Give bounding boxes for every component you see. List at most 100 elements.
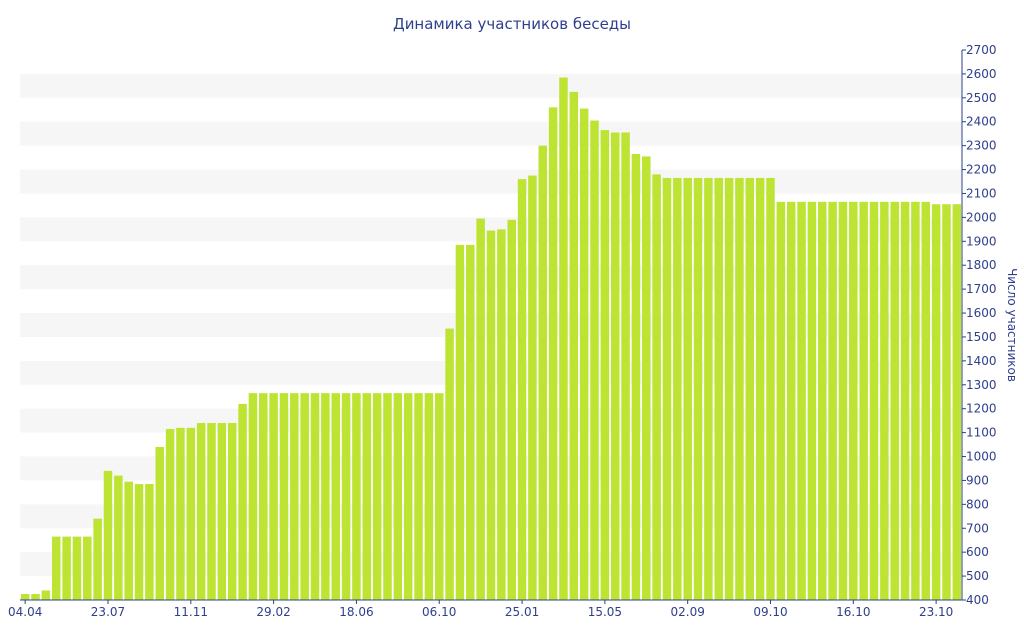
bar <box>300 393 309 600</box>
bar <box>93 518 102 600</box>
y-tick-label: 800 <box>966 497 989 511</box>
bar <box>807 201 817 600</box>
bar <box>114 475 123 600</box>
y-tick-label: 2600 <box>966 67 997 81</box>
y-tick-label: 1000 <box>966 450 997 464</box>
bar <box>279 393 289 600</box>
y-tick-label: 2200 <box>966 163 997 177</box>
y-tick-label: 1700 <box>966 282 997 296</box>
bar <box>383 393 392 600</box>
bar <box>849 201 858 600</box>
grid-band <box>20 73 962 98</box>
bar <box>103 470 113 600</box>
bar <box>714 177 723 600</box>
bar <box>507 219 516 600</box>
y-axis: 400 500 600 700 800 900 1000 1100 1200 1300 1400 15… <box>961 43 997 607</box>
bar <box>818 201 827 600</box>
bar <box>134 484 144 600</box>
bar <box>548 107 558 600</box>
bar <box>238 403 247 600</box>
bar <box>72 536 82 600</box>
x-tick-label: 04.04 <box>8 605 42 619</box>
bar <box>838 201 848 600</box>
y-tick-label: 1100 <box>966 426 997 440</box>
bar <box>579 108 589 600</box>
bar <box>880 201 889 600</box>
bar <box>352 393 361 600</box>
bar <box>83 536 92 600</box>
bar <box>652 174 661 600</box>
bar <box>217 423 227 600</box>
bar <box>165 429 175 600</box>
bar <box>662 177 672 600</box>
x-tick-label: 15.05 <box>588 605 622 619</box>
bar <box>196 423 206 600</box>
bar <box>310 393 320 600</box>
bar <box>704 177 713 600</box>
bar <box>476 218 485 600</box>
x-tick-label: 23.07 <box>91 605 125 619</box>
bar <box>600 130 610 601</box>
bar <box>393 393 403 600</box>
bar <box>745 177 755 600</box>
bar <box>145 484 154 600</box>
bar <box>673 177 682 600</box>
bar <box>786 201 796 600</box>
bar <box>766 177 775 600</box>
bar <box>362 393 372 600</box>
bar <box>559 77 568 600</box>
bar <box>445 328 454 600</box>
bar <box>911 201 920 600</box>
y-tick-label: 900 <box>966 473 989 487</box>
bar <box>621 132 630 600</box>
y-tick-label: 700 <box>966 521 989 535</box>
x-tick-label: 29.02 <box>256 605 290 619</box>
bar <box>952 204 962 601</box>
bar <box>414 393 423 600</box>
bar <box>466 244 475 600</box>
y-tick-label: 2300 <box>966 139 997 153</box>
bar <box>155 446 164 600</box>
y-tick-label: 2000 <box>966 210 997 224</box>
y-axis-label: Число участников <box>1005 268 1019 382</box>
y-tick-label: 1200 <box>966 402 997 416</box>
bar <box>569 91 579 600</box>
bar <box>341 393 351 600</box>
bar <box>124 481 133 600</box>
y-tick-label: 600 <box>966 545 989 559</box>
bar <box>424 393 434 600</box>
bar <box>41 590 51 600</box>
grid-band <box>20 121 962 146</box>
y-tick-label: 1600 <box>966 306 997 320</box>
y-tick-label: 1300 <box>966 378 997 392</box>
bar <box>931 204 941 601</box>
y-tick-label: 1500 <box>966 330 997 344</box>
bar <box>176 427 185 600</box>
x-tick-label: 11.11 <box>174 605 208 619</box>
bar <box>590 120 599 600</box>
bar <box>486 230 496 601</box>
chart-title: Динамика участников беседы <box>393 15 631 33</box>
bar <box>828 201 837 600</box>
bar <box>921 201 931 600</box>
bar <box>610 132 620 600</box>
bar <box>631 154 641 600</box>
bar <box>517 179 527 600</box>
bar <box>642 156 651 600</box>
bar <box>51 536 61 600</box>
bar <box>497 229 506 600</box>
bar-series <box>20 77 962 601</box>
bar <box>869 201 879 600</box>
y-tick-label: 1400 <box>966 354 997 368</box>
bar <box>538 145 547 600</box>
bar <box>259 393 268 600</box>
x-axis: 04.04 23.07 11.11 29.02 18.06 06.10 25.01 15.05… <box>8 599 962 619</box>
bar <box>693 177 703 600</box>
y-tick-label: 2500 <box>966 91 997 105</box>
bar <box>186 427 196 600</box>
bar <box>403 393 413 600</box>
bar <box>20 594 30 600</box>
bar <box>755 177 765 600</box>
